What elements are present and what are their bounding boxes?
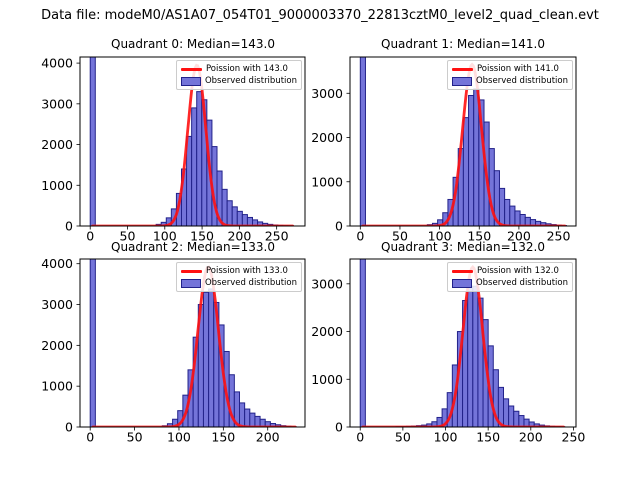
legend-entry-poisson: Poission with 141.0 bbox=[451, 64, 568, 74]
legend-label: Poission with 132.0 bbox=[476, 266, 559, 276]
legend-entry-observed: Observed distribution bbox=[180, 278, 297, 288]
svg-text:100: 100 bbox=[153, 229, 177, 244]
legend-quadrant-0: Poission with 143.0 Observed distributio… bbox=[175, 60, 302, 90]
svg-text:100: 100 bbox=[167, 430, 191, 445]
svg-text:3000: 3000 bbox=[41, 297, 73, 312]
histogram-patch-icon bbox=[180, 278, 201, 288]
svg-text:1000: 1000 bbox=[311, 174, 343, 189]
svg-text:200: 200 bbox=[256, 430, 280, 445]
svg-text:0: 0 bbox=[335, 420, 343, 435]
legend-entry-poisson: Poission with 132.0 bbox=[451, 266, 568, 276]
svg-text:1000: 1000 bbox=[41, 379, 73, 394]
svg-text:250: 250 bbox=[265, 229, 289, 244]
svg-text:3000: 3000 bbox=[311, 86, 343, 101]
legend-entry-poisson: Poission with 133.0 bbox=[180, 266, 297, 276]
svg-text:250: 250 bbox=[547, 229, 571, 244]
legend-entry-observed: Observed distribution bbox=[451, 76, 568, 86]
legend-entry-poisson: Poission with 143.0 bbox=[180, 64, 297, 74]
svg-text:2000: 2000 bbox=[311, 130, 343, 145]
svg-text:200: 200 bbox=[227, 229, 251, 244]
subplot-title-quadrant-3: Quadrant 3: Median=132.0 bbox=[381, 240, 545, 254]
svg-text:150: 150 bbox=[476, 430, 500, 445]
svg-text:1000: 1000 bbox=[41, 178, 73, 193]
histogram-patch-icon bbox=[451, 278, 472, 288]
svg-text:50: 50 bbox=[120, 229, 136, 244]
legend-label: Observed distribution bbox=[204, 76, 297, 86]
svg-text:100: 100 bbox=[434, 430, 458, 445]
svg-text:2000: 2000 bbox=[41, 137, 73, 152]
svg-text:0: 0 bbox=[65, 420, 73, 435]
subplot-title-quadrant-2: Quadrant 2: Median=133.0 bbox=[111, 240, 275, 254]
legend-label: Observed distribution bbox=[475, 76, 568, 86]
svg-text:3000: 3000 bbox=[311, 276, 343, 291]
legend-entry-observed: Observed distribution bbox=[180, 76, 297, 86]
legend-label: Observed distribution bbox=[204, 278, 297, 288]
svg-text:2000: 2000 bbox=[311, 324, 343, 339]
poisson-line-icon bbox=[180, 269, 202, 273]
legend-label: Poission with 133.0 bbox=[205, 266, 288, 276]
subplot-title-quadrant-0: Quadrant 0: Median=143.0 bbox=[111, 37, 275, 51]
histogram-patch-icon bbox=[180, 76, 201, 86]
svg-text:100: 100 bbox=[428, 229, 452, 244]
svg-text:50: 50 bbox=[395, 430, 411, 445]
legend-quadrant-1: Poission with 141.0 Observed distributio… bbox=[446, 60, 573, 90]
poisson-line-icon bbox=[180, 67, 202, 71]
legend-quadrant-2: Poission with 133.0 Observed distributio… bbox=[175, 262, 302, 292]
legend-label: Observed distribution bbox=[475, 278, 568, 288]
svg-text:4000: 4000 bbox=[41, 256, 73, 271]
svg-text:50: 50 bbox=[392, 229, 408, 244]
subplot-title-quadrant-1: Quadrant 1: Median=141.0 bbox=[381, 37, 545, 51]
poisson-line-icon bbox=[451, 269, 473, 273]
svg-text:0: 0 bbox=[86, 229, 94, 244]
poisson-line-icon bbox=[451, 67, 473, 71]
histogram-patch-icon bbox=[451, 76, 472, 86]
svg-text:4000: 4000 bbox=[41, 56, 73, 71]
svg-text:150: 150 bbox=[467, 229, 491, 244]
svg-text:1000: 1000 bbox=[311, 372, 343, 387]
svg-text:0: 0 bbox=[356, 229, 364, 244]
figure-title: Data file: modeM0/AS1A07_054T01_90000033… bbox=[41, 8, 599, 23]
svg-text:2000: 2000 bbox=[41, 338, 73, 353]
legend-quadrant-3: Poission with 132.0 Observed distributio… bbox=[446, 262, 573, 292]
svg-text:0: 0 bbox=[356, 430, 364, 445]
svg-text:200: 200 bbox=[507, 229, 531, 244]
svg-text:3000: 3000 bbox=[41, 96, 73, 111]
svg-text:0: 0 bbox=[86, 430, 94, 445]
svg-text:250: 250 bbox=[562, 430, 586, 445]
svg-text:200: 200 bbox=[519, 430, 543, 445]
svg-text:0: 0 bbox=[335, 219, 343, 234]
svg-text:150: 150 bbox=[190, 229, 214, 244]
svg-text:150: 150 bbox=[211, 430, 235, 445]
legend-label: Poission with 143.0 bbox=[205, 64, 288, 74]
svg-text:50: 50 bbox=[127, 430, 143, 445]
legend-entry-observed: Observed distribution bbox=[451, 278, 568, 288]
legend-label: Poission with 141.0 bbox=[476, 64, 559, 74]
svg-text:0: 0 bbox=[65, 219, 73, 234]
